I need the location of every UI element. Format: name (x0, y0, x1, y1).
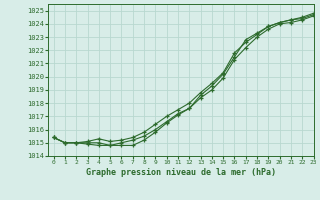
X-axis label: Graphe pression niveau de la mer (hPa): Graphe pression niveau de la mer (hPa) (86, 168, 276, 177)
